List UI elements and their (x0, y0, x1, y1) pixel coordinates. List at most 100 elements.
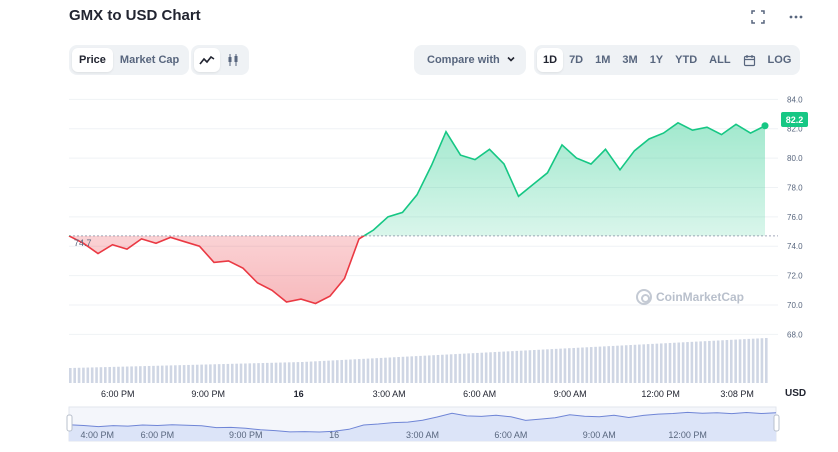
volume-bar (410, 356, 414, 383)
tab-price[interactable]: Price (72, 48, 113, 72)
volume-bar (738, 339, 742, 383)
volume-bar (655, 343, 659, 383)
volume-bar (248, 363, 252, 383)
volume-bar (423, 355, 427, 383)
volume-bar (252, 363, 256, 383)
volume-bar (191, 364, 195, 383)
volume-bar (677, 342, 681, 383)
volume-bar (379, 357, 383, 383)
y-tick-label: 82.0 (787, 125, 803, 134)
line-chart-icon[interactable] (194, 48, 220, 72)
baseline-price-label: 74.7 (74, 238, 92, 248)
volume-bar (195, 364, 199, 383)
volume-bar (528, 350, 532, 383)
volume-bar (624, 345, 628, 383)
volume-bar (725, 340, 729, 383)
tab-1d[interactable]: 1D (537, 48, 564, 72)
more-horizontal-icon[interactable] (787, 10, 805, 28)
volume-bar (213, 364, 217, 383)
volume-bar (467, 353, 470, 383)
volume-bar (620, 345, 624, 383)
x-tick-label: 9:00 PM (191, 389, 225, 399)
tab-log[interactable]: LOG (767, 54, 792, 66)
volume-bars (69, 338, 768, 383)
volume-bar (112, 366, 116, 383)
volume-bar (314, 361, 317, 383)
tab-ytd[interactable]: YTD (675, 54, 698, 66)
volume-bar (73, 367, 76, 383)
volume-bar (104, 367, 107, 383)
volume-bar (152, 365, 155, 383)
volume-bar (117, 366, 120, 383)
y-tick-label: 70.0 (787, 301, 803, 310)
x-tick-label: 16 (294, 389, 304, 399)
volume-bar (497, 351, 501, 383)
calendar-icon[interactable] (737, 48, 762, 72)
volume-bar (493, 352, 497, 383)
volume-bar (546, 349, 549, 383)
volume-bar (537, 349, 540, 383)
y-tick-label: 78.0 (787, 183, 803, 192)
tab-3m[interactable]: 3M (622, 54, 638, 66)
volume-bar (226, 363, 230, 383)
volume-bar (318, 361, 322, 383)
price-area-down (69, 235, 765, 304)
price-area-up (69, 122, 765, 236)
volume-bar (554, 348, 558, 383)
volume-bar (414, 356, 418, 383)
chevron-down-icon (505, 53, 517, 68)
volume-bar (204, 364, 208, 383)
volume-bar (344, 359, 348, 383)
navigator-tick-label: 9:00 PM (229, 430, 263, 440)
chart-type-tabs: Price Market Cap (69, 45, 190, 75)
volume-bar (217, 364, 221, 383)
tab-1m[interactable]: 1M (595, 54, 611, 66)
volume-bar (121, 366, 125, 383)
volume-bar (362, 358, 365, 383)
volume-bar (765, 338, 768, 383)
volume-bar (585, 347, 589, 383)
volume-bar (445, 354, 449, 383)
fullscreen-icon[interactable] (749, 10, 767, 28)
volume-bar (322, 360, 326, 383)
volume-bar (406, 356, 409, 383)
tab-market-cap[interactable]: Market Cap (119, 54, 180, 66)
tab-all[interactable]: ALL (709, 54, 731, 66)
volume-bar (200, 364, 203, 383)
volume-bar (239, 363, 243, 383)
volume-bar (270, 362, 273, 383)
last-price-tag: 82.2 (781, 112, 808, 127)
volume-bar (712, 340, 716, 383)
volume-bar (230, 363, 234, 383)
time-range-tabs: 1D 7D 1M 3M 1Y YTD ALL LOG (534, 45, 801, 75)
x-axis-ticks: 6:00 PM 9:00 PM 16 3:00 AM 6:00 AM 9:00 AM 12:… (101, 389, 754, 399)
volume-bar (541, 349, 545, 383)
navigator-area (69, 412, 776, 441)
volume-bar (353, 359, 357, 383)
volume-bar (449, 354, 453, 383)
price-line (68, 121, 769, 305)
compare-label: Compare with (427, 54, 500, 66)
navigator-tick-label: 4:00 PM (81, 430, 115, 440)
volume-bar (279, 362, 282, 383)
volume-bar (130, 366, 133, 383)
volume-bar (77, 367, 81, 383)
candlestick-icon[interactable] (220, 48, 246, 72)
volume-bar (375, 358, 379, 383)
volume-bar (659, 343, 663, 383)
tab-1y[interactable]: 1Y (649, 54, 664, 66)
volume-bar (274, 362, 278, 383)
volume-bar (484, 352, 488, 383)
volume-bar (673, 342, 676, 383)
navigator-tick-label: 12:00 PM (668, 430, 707, 440)
x-tick-label: 12:00 PM (641, 389, 680, 399)
tab-7d[interactable]: 7D (569, 54, 584, 66)
compare-with-dropdown[interactable]: Compare with (414, 45, 526, 75)
last-price-dot (761, 122, 769, 130)
volume-bar (760, 338, 764, 383)
navigator-tick-label: 9:00 AM (583, 430, 616, 440)
y-tick-label: 76.0 (787, 213, 803, 222)
volume-bar (182, 365, 186, 383)
volume-bar (629, 345, 632, 383)
